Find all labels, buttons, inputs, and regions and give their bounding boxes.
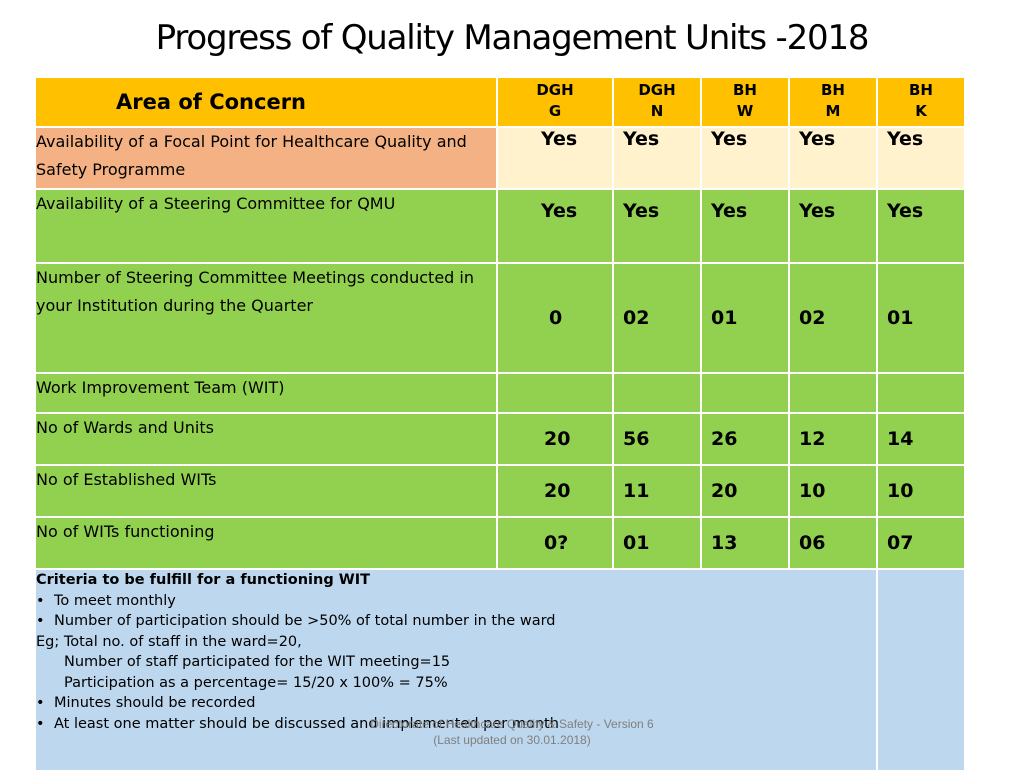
cell-value: Yes	[700, 126, 790, 190]
progress-table: Area of Concern DGH G DGH N BH W BH M BH K Av…	[34, 76, 966, 772]
unit-code-suffix: G	[548, 102, 562, 120]
criteria-bullet: Minutes should be recorded	[36, 693, 876, 714]
unit-code-suffix: W	[736, 102, 754, 120]
criteria-text: To meet monthly	[54, 592, 176, 609]
unit-code: BH	[821, 81, 845, 99]
row-label: No of WITs functioning	[34, 516, 498, 570]
cell-value: Yes	[496, 126, 614, 190]
page-title: Progress of Quality Management Units -20…	[155, 18, 870, 58]
criteria-text: Minutes should be recorded	[54, 695, 256, 711]
unit-header-bhw: BH W	[700, 76, 790, 128]
row-label: Work Improvement Team (WIT)	[34, 372, 498, 414]
criteria-row: Criteria to be fulfill for a functioning…	[34, 568, 966, 772]
cell-value: 11	[612, 464, 702, 518]
criteria-text: Number of participation should be >50% o…	[54, 613, 556, 629]
cell-value: 20	[700, 464, 790, 518]
cell-value: 01	[700, 262, 790, 374]
unit-header-dghn: DGH N	[612, 76, 702, 128]
unit-code: DGH	[536, 81, 574, 99]
unit-code-suffix: M	[825, 102, 841, 120]
footer: Directorate of Healthcare Quality & Safe…	[0, 716, 1024, 748]
table-row: Work Improvement Team (WIT)	[34, 372, 966, 414]
cell-value: 01	[612, 516, 702, 570]
unit-code: DGH	[638, 81, 676, 99]
unit-header-bhk: BH K	[876, 76, 966, 128]
unit-code: BH	[909, 81, 933, 99]
empty-cell	[496, 372, 614, 414]
cell-value: 01	[876, 262, 966, 374]
criteria-heading: Criteria to be fulfill for a functioning…	[36, 572, 371, 588]
cell-value: 10	[788, 464, 878, 518]
cell-value: 14	[876, 412, 966, 466]
cell-value: 02	[788, 262, 878, 374]
empty-cell	[876, 372, 966, 414]
table-row: No of WITs functioning 0? 01 13 06 07	[34, 516, 966, 570]
criteria-bullet: To meet monthly	[36, 591, 876, 612]
row-label: Availability of a Focal Point for Health…	[34, 126, 498, 190]
empty-cell	[612, 372, 702, 414]
cell-value: Yes	[788, 126, 878, 190]
cell-value: 56	[612, 412, 702, 466]
unit-header-dghg: DGH G	[496, 76, 614, 128]
cell-value: Yes	[612, 188, 702, 264]
row-label: Availability of a Steering Committee for…	[34, 188, 498, 264]
cell-value: 12	[788, 412, 878, 466]
cell-value: 10	[876, 464, 966, 518]
cell-value: Yes	[496, 188, 614, 264]
cell-value: 20	[496, 412, 614, 466]
criteria-example-line: Participation as a percentage= 15/20 x 1…	[64, 674, 448, 691]
cell-value: Yes	[700, 188, 790, 264]
table-row: No of Wards and Units 20 56 26 12 14	[34, 412, 966, 466]
cell-value: 20	[496, 464, 614, 518]
criteria-example-line: Number of staff participated for the WIT…	[64, 654, 451, 670]
table-row: Number of Steering Committee Meetings co…	[34, 262, 966, 374]
cell-value: Yes	[876, 188, 966, 264]
criteria-example: Eg; Total no. of staff in the ward=20,	[36, 633, 302, 650]
cell-value: 07	[876, 516, 966, 570]
unit-header-bhm: BH M	[788, 76, 878, 128]
empty-cell	[788, 372, 878, 414]
table-header-row: Area of Concern DGH G DGH N BH W BH M BH K	[34, 76, 966, 128]
unit-code-suffix: K	[915, 102, 927, 120]
cell-value: 0	[496, 262, 614, 374]
empty-cell	[700, 372, 790, 414]
cell-value: Yes	[876, 126, 966, 190]
footer-line: Directorate of Healthcare Quality & Safe…	[370, 717, 654, 731]
cell-value: 13	[700, 516, 790, 570]
criteria-bullet: At least one matter should be discussed …	[36, 714, 876, 735]
unit-code: BH	[733, 81, 757, 99]
table-row: No of Established WITs 20 11 20 10 10	[34, 464, 966, 518]
criteria-text: At least one matter should be discussed …	[54, 715, 559, 732]
cell-value: Yes	[612, 126, 702, 190]
cell-value: 02	[612, 262, 702, 374]
cell-value: 0?	[496, 516, 614, 570]
unit-code-suffix: N	[650, 102, 664, 120]
cell-value: 06	[788, 516, 878, 570]
cell-value: Yes	[788, 188, 878, 264]
footer-line: (Last updated on 30.01.2018)	[433, 733, 591, 747]
criteria-bullet: Number of participation should be >50% o…	[36, 611, 876, 632]
row-label: Number of Steering Committee Meetings co…	[34, 262, 498, 374]
criteria-box: Criteria to be fulfill for a functioning…	[34, 568, 878, 772]
cell-value: 26	[700, 412, 790, 466]
table-row: Availability of a Steering Committee for…	[34, 188, 966, 264]
table-row: Availability of a Focal Point for Health…	[34, 126, 966, 190]
row-label: No of Wards and Units	[34, 412, 498, 466]
area-of-concern-header: Area of Concern	[34, 76, 498, 128]
row-label: No of Established WITs	[34, 464, 498, 518]
